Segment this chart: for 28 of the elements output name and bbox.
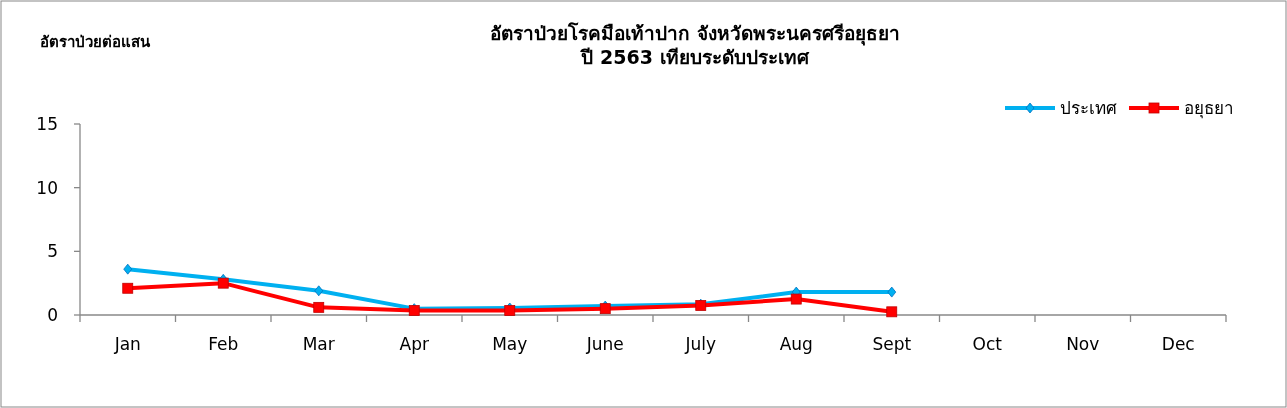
point xyxy=(314,285,324,297)
point xyxy=(790,293,802,305)
x-tick-label: Feb xyxy=(208,334,239,354)
y-axis-title: อัตราป่วยต่อแสน xyxy=(40,33,151,51)
y-tick-label: 10 xyxy=(36,177,58,198)
x-tick-label: Jan xyxy=(113,334,141,354)
chart-title: อัตราป่วยโรคมือเท้าปาก จังหวัดพระนครศรีอยุธยา ปี 2563 เทียบระดับประเทศ xyxy=(490,22,900,68)
point xyxy=(123,263,133,275)
x-tick-label: Apr xyxy=(399,334,429,354)
point xyxy=(122,282,134,294)
y-tick-label: 0 xyxy=(47,305,58,325)
x-tick-label: Mar xyxy=(302,334,335,354)
legend-label: อยุธยา xyxy=(1184,98,1234,119)
x-tick-label: Aug xyxy=(779,334,813,354)
y-tick-label: 15 xyxy=(36,114,58,134)
point xyxy=(313,301,325,313)
legend-label: ประเทศ xyxy=(1060,98,1117,118)
x-tick-label: June xyxy=(585,334,624,354)
point xyxy=(886,306,898,318)
x-tick-label: Oct xyxy=(972,334,1003,354)
point xyxy=(887,286,897,298)
point xyxy=(217,277,229,289)
y-tick-label: 5 xyxy=(47,241,58,262)
x-tick-label: Nov xyxy=(1066,334,1100,354)
x-tick-label: Dec xyxy=(1161,334,1195,354)
x-tick-label: July xyxy=(684,334,717,354)
x-tick-label: May xyxy=(492,334,528,354)
x-tick-label: Sept xyxy=(872,334,912,354)
